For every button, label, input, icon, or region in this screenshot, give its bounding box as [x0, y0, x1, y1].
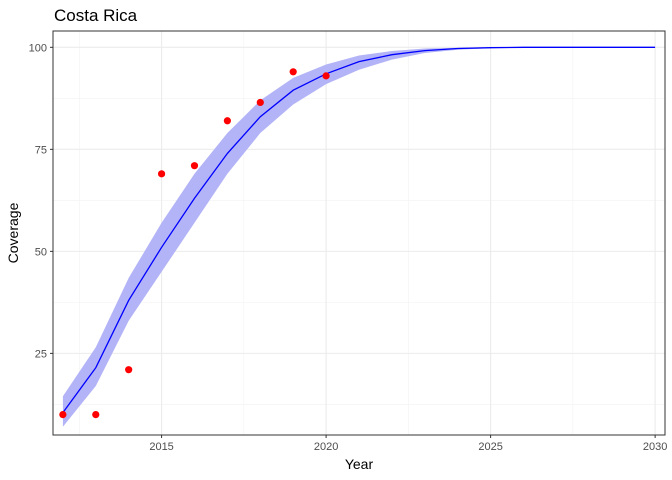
x-axis-ticks: 2015 2020 2025 2030	[149, 435, 667, 453]
data-point	[157, 170, 166, 178]
chart-title: Costa Rica	[54, 6, 138, 25]
data-point	[125, 366, 133, 374]
y-tick-label: 50	[35, 246, 47, 258]
y-tick-label: 75	[35, 144, 47, 156]
x-axis-title: Year	[345, 456, 374, 472]
y-tick-label: 25	[35, 348, 47, 360]
grid-lines	[53, 31, 665, 435]
data-point	[256, 98, 264, 107]
data-point	[92, 410, 100, 419]
data-point	[190, 162, 199, 170]
confidence-band	[62, 47, 656, 427]
x-tick-label: 2020	[314, 441, 338, 453]
data-point	[223, 117, 231, 125]
confidence-band-area	[62, 47, 656, 427]
data-point	[59, 410, 67, 419]
x-tick-label: 2025	[478, 441, 502, 453]
fitted-line-path	[62, 46, 656, 413]
x-tick-label: 2030	[643, 441, 667, 453]
plot-panel	[53, 31, 665, 435]
y-axis-title: Coverage	[5, 202, 21, 263]
x-tick-label: 2015	[149, 441, 173, 453]
y-tick-label: 100	[29, 42, 47, 54]
fitted-line	[62, 46, 656, 413]
data-point	[322, 72, 330, 80]
data-point	[289, 68, 297, 76]
observed-points	[59, 68, 330, 419]
y-axis-ticks: 25 50 75 100	[29, 42, 53, 360]
plot-border	[52, 30, 666, 436]
